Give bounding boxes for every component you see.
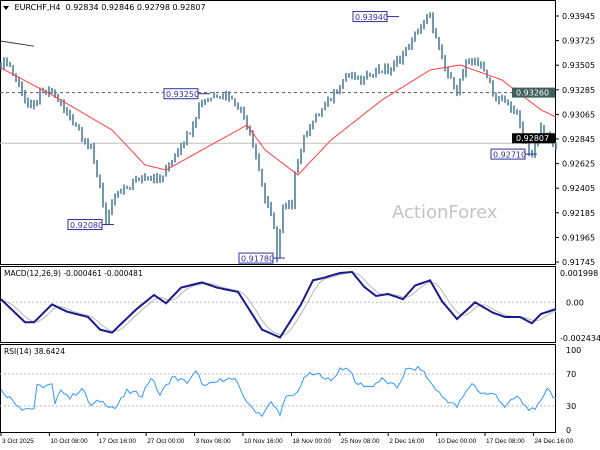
macd-signal-line bbox=[0, 271, 557, 336]
price-annotation-label: 0.92080 bbox=[70, 221, 103, 230]
time-tick-label: 10 Dec 00:00 bbox=[438, 438, 477, 445]
macd-panel-frame bbox=[0, 266, 556, 343]
price-tick-label: 0.92625 bbox=[562, 160, 595, 169]
price-tick-label: 0.93285 bbox=[562, 86, 595, 95]
price-tick-label: 0.93725 bbox=[562, 37, 595, 46]
rsi-panel-frame bbox=[0, 344, 556, 433]
time-tick-label: 3 Nov 08:00 bbox=[196, 438, 231, 445]
current-price-badge bbox=[512, 133, 555, 144]
price-tick-label: 0.93065 bbox=[562, 110, 595, 119]
rsi-line bbox=[0, 365, 557, 418]
rsi-tick-label: 70 bbox=[566, 370, 576, 379]
low-value: 0.92798 bbox=[136, 3, 170, 12]
dropdown-triangle-icon[interactable] bbox=[3, 5, 9, 10]
time-tick-label: 18 Nov 00:00 bbox=[292, 438, 331, 445]
time-tick-label: 2 Dec 16:00 bbox=[389, 438, 424, 445]
price-tick-label: 0.91745 bbox=[562, 258, 595, 267]
time-tick-label: 17 Oct 16:00 bbox=[99, 438, 137, 445]
rsi-title: RSI(14) 38.6424 bbox=[4, 347, 65, 356]
open-value: 0.92834 bbox=[65, 3, 99, 12]
trendline bbox=[0, 40, 35, 47]
time-tick-label: 17 Dec 08:00 bbox=[486, 438, 525, 445]
chart-header: EURCHF,H4 0.92834 0.92846 0.92798 0.9280… bbox=[3, 3, 206, 12]
macd-line bbox=[0, 270, 557, 339]
price-tick-label: 0.93505 bbox=[562, 61, 595, 70]
price-annotation-label: 0.91780 bbox=[241, 255, 274, 264]
price-annotation-label: 0.92710 bbox=[493, 151, 526, 160]
price-tick-label: 0.92405 bbox=[562, 184, 595, 193]
macd-title: MACD(12,26,9) -0.000461 -0.000481 bbox=[4, 269, 143, 278]
price-tick-label: 0.92845 bbox=[562, 135, 595, 144]
rsi-tick-label: 0 bbox=[566, 426, 571, 435]
main-panel-frame bbox=[0, 0, 556, 265]
price-tick-label: 0.93945 bbox=[562, 12, 595, 21]
rsi-tick-label: 30 bbox=[566, 402, 576, 411]
price-annotation-label: 0.93940 bbox=[355, 13, 388, 22]
time-tick-label: 24 Dec 16:00 bbox=[534, 438, 573, 445]
time-tick-label: 10 Oct 08:00 bbox=[50, 438, 88, 445]
current-price-label: 0.92807 bbox=[516, 134, 549, 143]
macd-tick-label: -0.002434 bbox=[560, 334, 600, 343]
macd-tick-label: 0.001998 bbox=[560, 269, 598, 278]
price-annotation-label: 0.93250 bbox=[166, 90, 199, 99]
level-price-badge bbox=[512, 87, 555, 98]
price-tick-label: 0.91965 bbox=[562, 233, 595, 242]
macd-tick-label: 0.00 bbox=[566, 298, 584, 307]
watermark: ActionForex bbox=[392, 202, 498, 223]
time-tick-label: 3 Oct 2025 bbox=[2, 438, 34, 445]
symbol-label: EURCHF,H4 bbox=[14, 3, 61, 12]
time-tick-label: 25 Nov 08:00 bbox=[341, 438, 380, 445]
time-tick-label: 27 Oct 00:00 bbox=[147, 438, 185, 445]
time-tick-label: 10 Nov 16:00 bbox=[244, 438, 283, 445]
price-tick-label: 0.92185 bbox=[562, 209, 595, 218]
level-price-label: 0.93260 bbox=[516, 89, 549, 98]
rsi-tick-label: 100 bbox=[566, 346, 581, 355]
close-value: 0.92807 bbox=[172, 3, 206, 12]
moving-average-line bbox=[0, 64, 557, 176]
high-value: 0.92846 bbox=[101, 3, 135, 12]
